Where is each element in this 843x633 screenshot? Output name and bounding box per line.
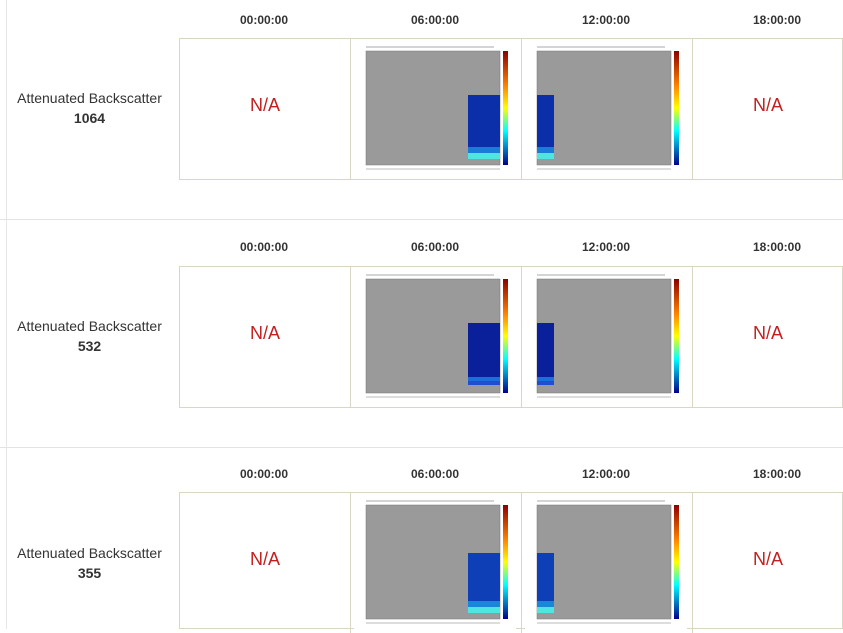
product-name: Attenuated Backscatter [17,90,162,106]
row-label: Attenuated Backscatter 532 [0,316,179,356]
time-header-1800: 18:00:00 [752,467,802,481]
time-header-1800: 18:00:00 [752,13,802,27]
cell-0600[interactable] [350,493,521,633]
cell-0000: N/A [180,267,350,407]
na-text: N/A [752,95,783,115]
wavelength: 1064 [73,110,106,126]
time-header-0600: 06:00:00 [410,13,460,27]
section-divider [0,447,843,448]
cell-0000: N/A [180,493,350,633]
section-divider [0,219,843,220]
na-text: N/A [249,549,280,569]
wavelength: 532 [77,338,102,354]
cell-1200[interactable] [521,267,692,407]
na-text: N/A [752,323,783,343]
left-border [6,0,7,629]
row-label: Attenuated Backscatter 1064 [0,88,179,128]
time-header-0600: 06:00:00 [410,467,460,481]
thumbnail-row: N/A [179,38,843,180]
time-header-1200: 12:00:00 [581,240,631,254]
cell-1800: N/A [692,267,843,407]
na-text: N/A [752,549,783,569]
cell-0600[interactable] [350,267,521,407]
cell-1800: N/A [692,493,843,633]
thumbnail-row: N/A [179,492,843,633]
backscatter-plot-thumbnail[interactable] [525,41,687,177]
thumbnail-row: N/A [179,266,843,408]
cell-0600[interactable] [350,39,521,179]
backscatter-plot-thumbnail[interactable] [525,495,687,631]
time-header-1200: 12:00:00 [581,13,631,27]
na-text: N/A [249,95,280,115]
backscatter-plot-thumbnail[interactable] [354,41,516,177]
time-header-0000: 00:00:00 [239,240,289,254]
product-name: Attenuated Backscatter [17,545,162,561]
product-name: Attenuated Backscatter [17,318,162,334]
na-text: N/A [249,323,280,343]
wavelength: 355 [77,565,102,581]
time-header-0000: 00:00:00 [239,467,289,481]
time-header-0000: 00:00:00 [239,13,289,27]
cell-1200[interactable] [521,39,692,179]
row-label: Attenuated Backscatter 355 [0,543,179,583]
backscatter-plot-thumbnail[interactable] [525,269,687,405]
cell-0000: N/A [180,39,350,179]
time-header-1800: 18:00:00 [752,240,802,254]
backscatter-plot-thumbnail[interactable] [354,269,516,405]
cell-1800: N/A [692,39,843,179]
time-header-0600: 06:00:00 [410,240,460,254]
time-header-1200: 12:00:00 [581,467,631,481]
backscatter-plot-thumbnail[interactable] [354,495,516,631]
cell-1200[interactable] [521,493,692,633]
